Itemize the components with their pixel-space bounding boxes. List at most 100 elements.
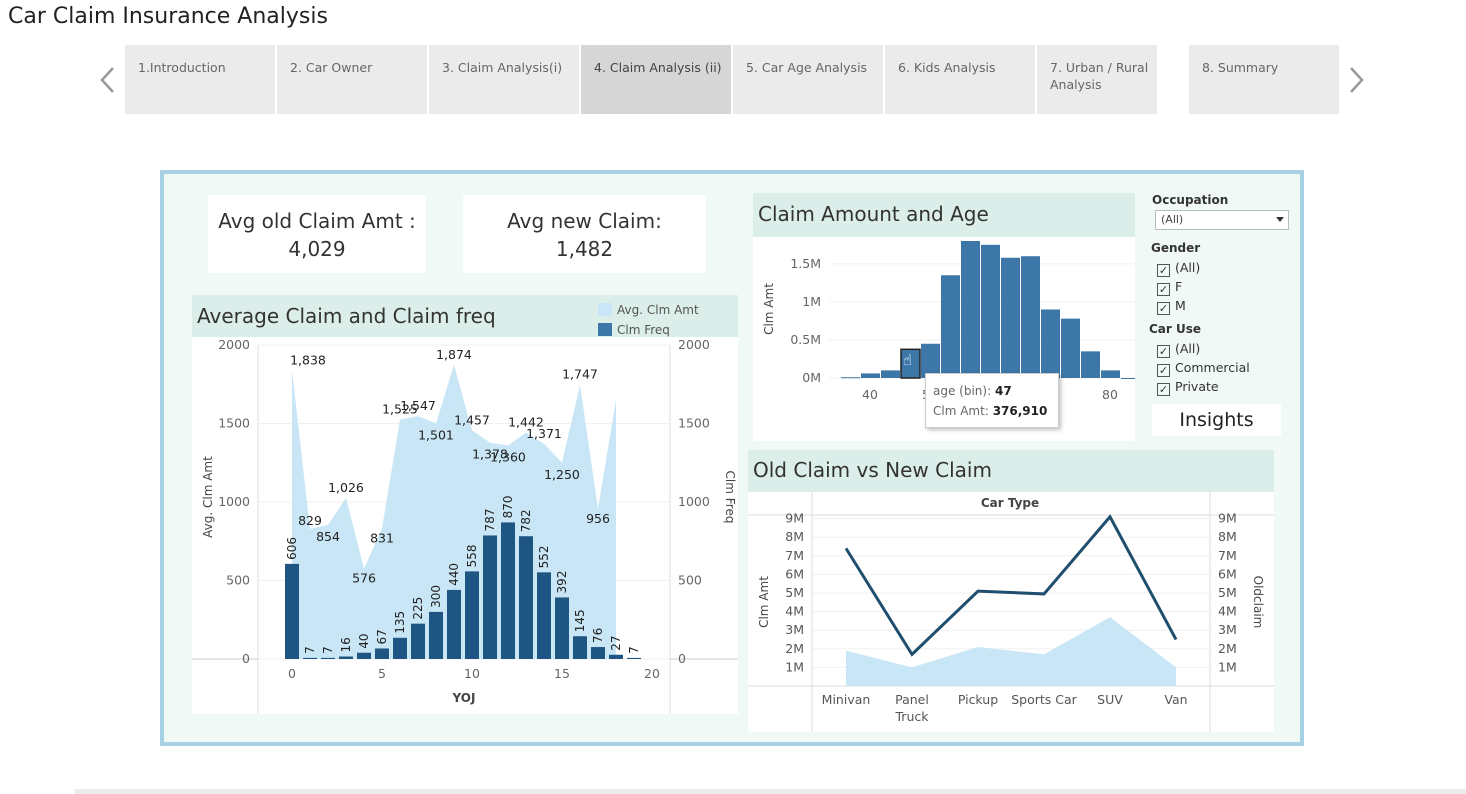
chart1-area-label: 1,250 [544, 467, 580, 482]
checkbox-checked-icon[interactable]: ✓ [1157, 345, 1170, 358]
chart3-right-tick: 9M [1218, 511, 1237, 526]
dashboard: Avg old Claim Amt : 4,029 Avg new Claim:… [160, 170, 1304, 746]
chart2-bar [1021, 256, 1040, 378]
occupation-dropdown[interactable]: (All) [1155, 210, 1289, 230]
chart3-right-tick: 7M [1218, 548, 1237, 563]
chart3-x-tick: Sports Car [1011, 692, 1077, 707]
story-tab-5[interactable]: 5. Car Age Analysis [733, 45, 883, 114]
story-tab-7[interactable]: 7. Urban / Rural Analysis [1037, 45, 1157, 114]
chart3-x-tick: Panel [895, 692, 929, 707]
chart1-area-label: 854 [316, 529, 340, 544]
chart1-bar [573, 636, 587, 659]
chart1-bar [609, 654, 623, 659]
story-prev-button[interactable] [94, 62, 122, 98]
chart1-bar-label: 135 [393, 611, 407, 634]
gender-option-all[interactable]: ✓ (All) [1157, 260, 1201, 277]
chart1-right-tick: 1000 [678, 494, 710, 509]
chart1-x-axis-label: YOJ [452, 691, 476, 705]
tooltip-age-row: age (bin): 47 [933, 381, 1058, 401]
chart1-bar [447, 589, 461, 659]
avg-claim-freq-sheet: Average Claim and Claim freq Avg. Clm Am… [192, 295, 738, 714]
story-tab-1[interactable]: 1.Introduction [125, 45, 275, 114]
chart2-y-tick: 0.5M [790, 332, 821, 347]
chart1-bar [483, 535, 497, 659]
story-tab-8[interactable]: 8. Summary [1189, 45, 1339, 114]
gender-option-label: M [1175, 298, 1186, 313]
chart1-area-label: 1,501 [418, 427, 454, 442]
kpi-avg-new-claim: Avg new Claim: 1,482 [463, 195, 706, 273]
legend-item-avg-clm-amt[interactable]: Avg. Clm Amt [598, 300, 699, 320]
chart1-bar-label: 606 [285, 537, 299, 560]
chart1-area-label: 1,547 [400, 398, 436, 413]
story-next-button[interactable] [1342, 62, 1370, 98]
chart1-bar-label: 40 [357, 633, 371, 648]
chart1-right-tick: 0 [678, 651, 686, 666]
avg-claim-freq-chart[interactable]: 0 0 500 500 1000 1000 1500 1500 2000 2000 0 5 10 15 20… [192, 337, 738, 714]
story-tab-2[interactable]: 2. Car Owner [277, 45, 427, 114]
kpi-avg-new-value: 1,482 [555, 237, 614, 261]
chart1-area-label: 956 [586, 511, 610, 526]
chart2-x-tick: 80 [1102, 387, 1118, 402]
checkbox-checked-icon[interactable]: ✓ [1157, 283, 1170, 296]
chart1-bar [303, 657, 317, 659]
chart1-bar-label: 27 [609, 635, 623, 650]
chart3-x-tick: SUV [1097, 692, 1123, 707]
chart3-left-tick: 1M [785, 659, 804, 674]
car-use-option-all[interactable]: ✓ (All) [1157, 341, 1200, 358]
kpi-avg-new-label: Avg new Claim: [507, 209, 662, 233]
chart2-bar [841, 377, 860, 379]
chart3-left-tick: 4M [785, 604, 804, 619]
chart1-bar [321, 657, 335, 659]
gender-option-f[interactable]: ✓ F [1157, 279, 1182, 296]
chart1-bar-label: 787 [483, 509, 497, 532]
story-tab-3[interactable]: 3. Claim Analysis(i) [429, 45, 579, 114]
chart1-bar-label: 16 [339, 637, 353, 652]
car-use-option-commercial[interactable]: ✓ Commercial [1157, 360, 1250, 377]
legend-label-clm-freq: Clm Freq [617, 323, 670, 337]
claim-age-title: Claim Amount and Age [753, 193, 1135, 237]
claim-age-sheet: Claim Amount and Age 0M0.5M1M1.5M4050607… [753, 193, 1135, 441]
chart1-bar-label: 225 [411, 597, 425, 620]
chevron-left-icon [100, 67, 114, 93]
chart3-y-right-label: Oldclaim [1251, 576, 1265, 629]
chart1-left-tick: 1000 [218, 494, 250, 509]
chart1-bar [375, 648, 389, 659]
story-tab-4[interactable]: 4. Claim Analysis (ii) [581, 45, 731, 114]
kpi-avg-old-claim: Avg old Claim Amt : 4,029 [208, 195, 426, 273]
chart2-bar [1081, 351, 1100, 378]
chart-tooltip: age (bin): 47 Clm Amt: 376,910 [925, 373, 1059, 428]
chart1-area-label: 1,371 [526, 426, 562, 441]
chart1-area-label: 831 [370, 531, 394, 546]
chart3-right-tick: 6M [1218, 566, 1237, 581]
caret-down-icon [1276, 217, 1284, 222]
checkbox-checked-icon[interactable]: ✓ [1157, 383, 1170, 396]
chart1-bar-label: 145 [573, 609, 587, 632]
insights-button[interactable]: Insights [1152, 404, 1281, 436]
chart1-area-avg-clm-amt [292, 364, 616, 659]
legend-label-avg-clm-amt: Avg. Clm Amt [617, 303, 699, 317]
chart3-right-tick: 3M [1218, 622, 1237, 637]
chart3-left-tick: 5M [785, 585, 804, 600]
gender-option-label: (All) [1175, 260, 1201, 275]
chart3-x-tick: Truck [895, 709, 930, 724]
chart1-area-label: 576 [352, 571, 376, 586]
chart3-area-oldclaim [846, 617, 1176, 686]
chart2-bar [900, 348, 921, 379]
chart1-bar [429, 611, 443, 659]
chart2-bar [1041, 309, 1060, 378]
car-use-option-private[interactable]: ✓ Private [1157, 379, 1219, 396]
checkbox-checked-icon[interactable]: ✓ [1157, 264, 1170, 277]
old-new-claim-sheet: Old Claim vs New Claim Car Type 1M 1M 2M 2M 3… [748, 450, 1274, 732]
story-tab-6[interactable]: 6. Kids Analysis [885, 45, 1035, 114]
chart1-area-label: 1,378 [472, 447, 508, 462]
legend-item-clm-freq[interactable]: Clm Freq [598, 320, 699, 340]
checkbox-checked-icon[interactable]: ✓ [1157, 302, 1170, 315]
chevron-right-icon [1350, 67, 1364, 93]
chart2-bar [921, 343, 940, 378]
gender-option-m[interactable]: ✓ M [1157, 298, 1186, 315]
chart1-legend: Avg. Clm Amt Clm Freq [598, 300, 699, 340]
checkbox-checked-icon[interactable]: ✓ [1157, 364, 1170, 377]
old-new-claim-chart[interactable]: Car Type 1M 1M 2M 2M 3M 3M 4M 4M 5M 5M 6M 6M 7M 7M 8M 8M… [748, 492, 1274, 732]
legend-swatch-area [598, 303, 612, 316]
